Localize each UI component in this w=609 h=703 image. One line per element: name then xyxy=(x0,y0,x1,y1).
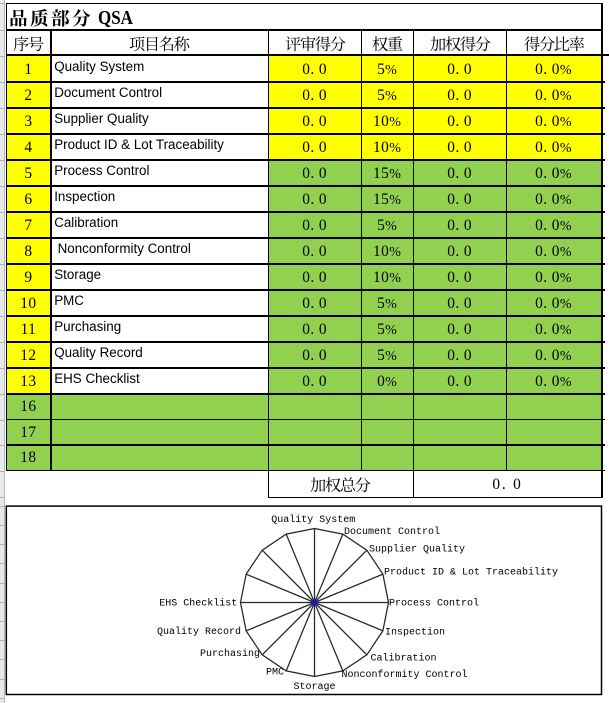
svg-text:Purchasing: Purchasing xyxy=(200,648,260,660)
svg-text:PMC: PMC xyxy=(266,668,284,679)
svg-text:Product ID & Lot Traceability: Product ID & Lot Traceability xyxy=(384,567,558,579)
svg-text:Supplier Quality: Supplier Quality xyxy=(369,544,465,556)
svg-text:Storage: Storage xyxy=(294,682,336,693)
svg-text:Process Control: Process Control xyxy=(389,598,479,610)
svg-text:Document Control: Document Control xyxy=(344,526,440,538)
svg-text:Nonconformity Control: Nonconformity Control xyxy=(342,669,468,681)
svg-text:Quality System: Quality System xyxy=(271,514,355,526)
svg-text:Inspection: Inspection xyxy=(385,627,445,639)
svg-text:Calibration: Calibration xyxy=(371,653,437,665)
svg-text:Quality Record: Quality Record xyxy=(157,626,241,638)
svg-text:EHS Checklist: EHS Checklist xyxy=(159,598,237,610)
